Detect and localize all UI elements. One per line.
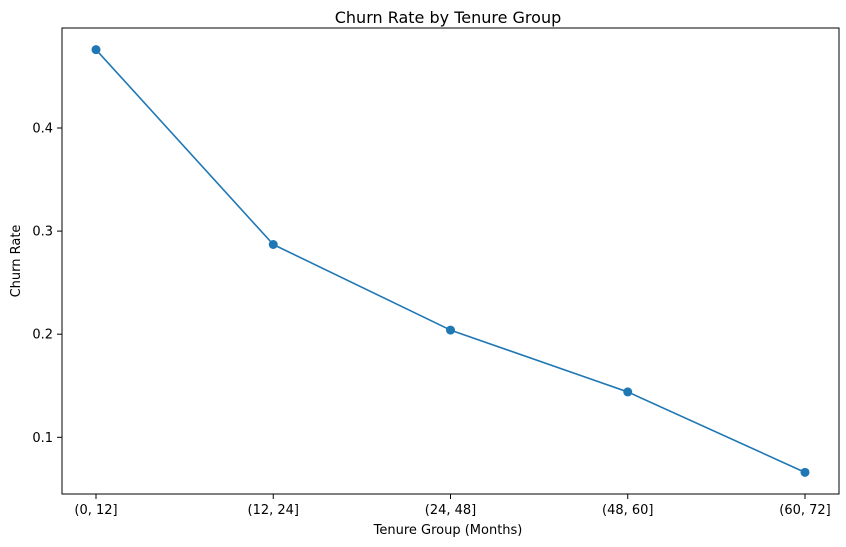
x-tick-label: (48, 60]	[602, 503, 654, 518]
data-point	[800, 467, 810, 477]
data-point	[446, 325, 455, 335]
axis-ticks: (0, 12] (12, 24] (24, 48] (48, 60] (60, 72] 0…	[32, 122, 830, 518]
data-point	[91, 45, 101, 55]
x-tick-label: (12, 24]	[248, 503, 300, 518]
data-series	[91, 45, 810, 477]
y-tick-label: 0.4	[32, 122, 53, 137]
x-tick-label: (60, 72]	[779, 503, 831, 518]
x-tick-label: (0, 12]	[74, 503, 117, 518]
data-point	[268, 240, 278, 250]
plot-background	[62, 28, 839, 494]
plot-frame	[61, 27, 840, 495]
data-point	[623, 387, 633, 397]
y-tick-label: 0.2	[32, 328, 53, 343]
y-tick-label: 0.1	[32, 431, 53, 446]
chart-title: Churn Rate by Tenure Group	[335, 8, 562, 27]
x-axis-label: Tenure Group (Months)	[373, 523, 523, 538]
y-tick-label: 0.3	[32, 225, 53, 240]
y-axis-label: Churn Rate	[9, 225, 24, 298]
x-tick-label: (24, 48]	[425, 503, 477, 518]
